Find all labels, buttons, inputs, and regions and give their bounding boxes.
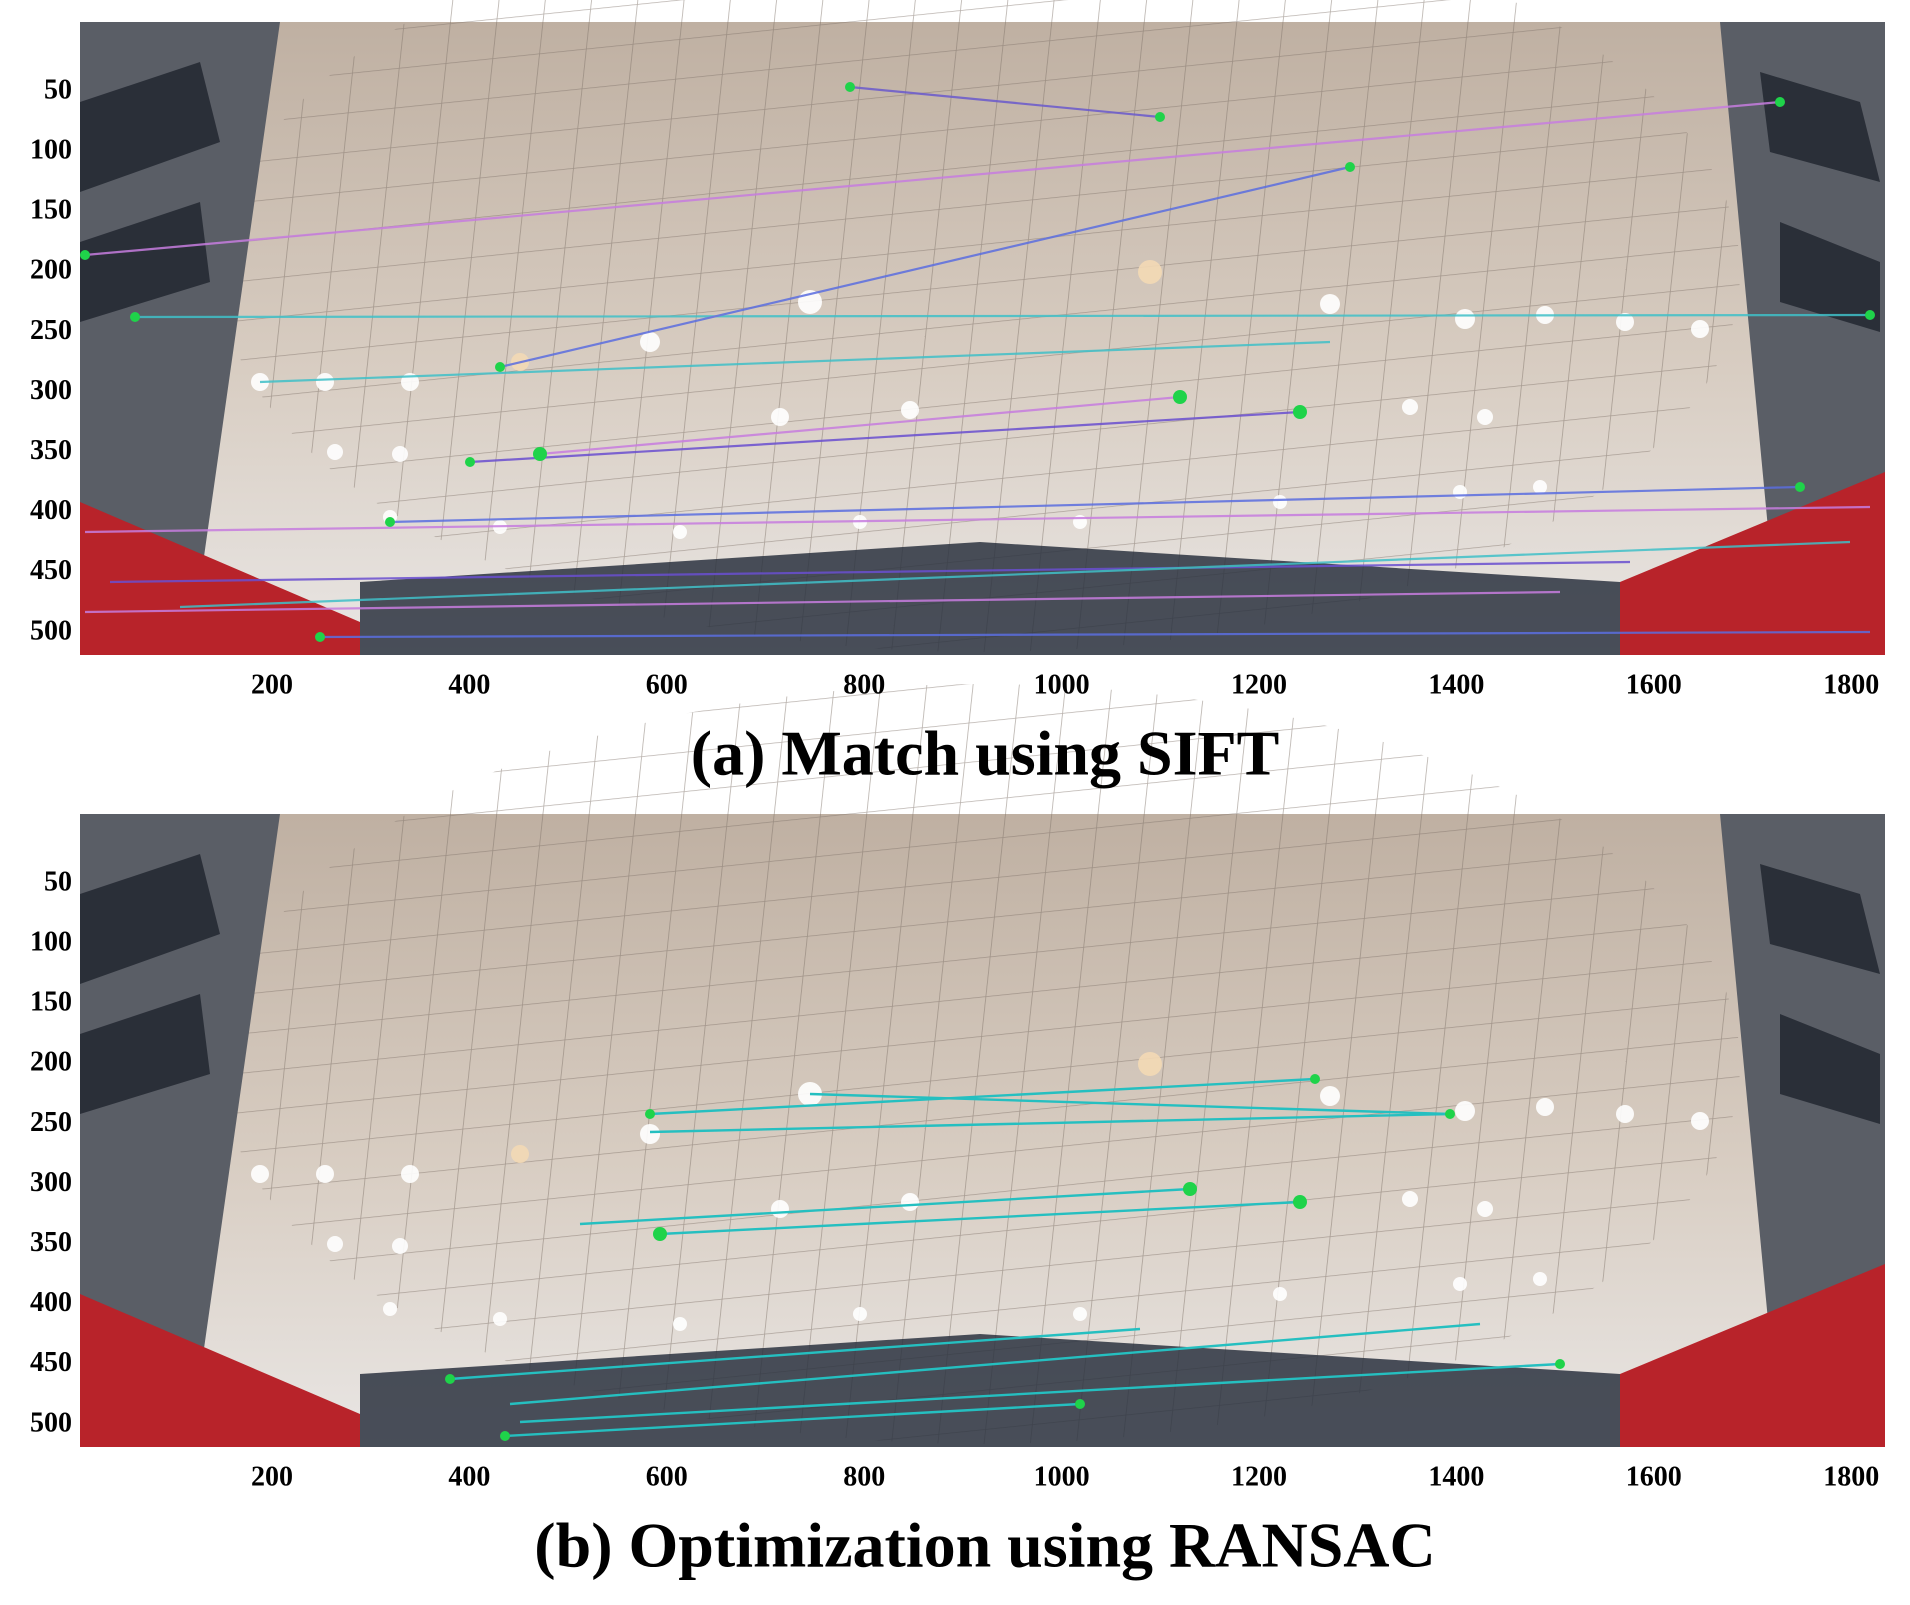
x-tick-label: 600 <box>646 669 688 700</box>
x-tick-label: 200 <box>251 669 293 700</box>
x-tick-label: 200 <box>251 1461 293 1492</box>
y-tick-label: 450 <box>30 1347 72 1378</box>
x-tick-label: 1200 <box>1231 1461 1287 1492</box>
x-tick-label: 400 <box>448 669 490 700</box>
y-tick-label: 400 <box>30 495 72 526</box>
y-tick-label: 200 <box>30 1047 72 1078</box>
x-tick-label: 800 <box>843 1461 885 1492</box>
y-tick-label: 150 <box>30 987 72 1018</box>
x-tick-label: 1800 <box>1823 1461 1879 1492</box>
x-tick-label: 800 <box>843 669 885 700</box>
x-tick-label: 1600 <box>1626 1461 1682 1492</box>
image-a <box>80 0 1885 655</box>
x-tick-label: 400 <box>448 1461 490 1492</box>
y-tick-label: 100 <box>30 135 72 166</box>
x-tick-label: 1200 <box>1231 669 1287 700</box>
y-tick-label: 250 <box>30 1107 72 1138</box>
y-tick-label: 350 <box>30 435 72 466</box>
y-tick-label: 400 <box>30 1287 72 1318</box>
y-tick-label: 200 <box>30 255 72 286</box>
x-tick-label: 600 <box>646 1461 688 1492</box>
caption: (b) Optimization using RANSAC <box>534 1510 1435 1581</box>
y-tick-label: 450 <box>30 555 72 586</box>
y-tick-label: 300 <box>30 375 72 406</box>
y-tick-label: 250 <box>30 315 72 346</box>
y-tick-label: 500 <box>30 615 72 646</box>
x-tick-label: 1400 <box>1428 1461 1484 1492</box>
y-tick-label: 350 <box>30 1227 72 1258</box>
y-tick-label: 300 <box>30 1167 72 1198</box>
x-tick-label: 1000 <box>1034 1461 1090 1492</box>
y-tick-label: 50 <box>44 866 72 897</box>
x-tick-label: 1600 <box>1626 669 1682 700</box>
y-tick-label: 50 <box>44 74 72 105</box>
caption: (a) Match using SIFT <box>691 718 1280 789</box>
y-tick-label: 150 <box>30 195 72 226</box>
image-b <box>80 684 1885 1447</box>
y-tick-label: 100 <box>30 927 72 958</box>
x-tick-label: 1000 <box>1034 669 1090 700</box>
x-tick-label: 1800 <box>1823 669 1879 700</box>
y-tick-label: 500 <box>30 1407 72 1438</box>
x-tick-label: 1400 <box>1428 669 1484 700</box>
